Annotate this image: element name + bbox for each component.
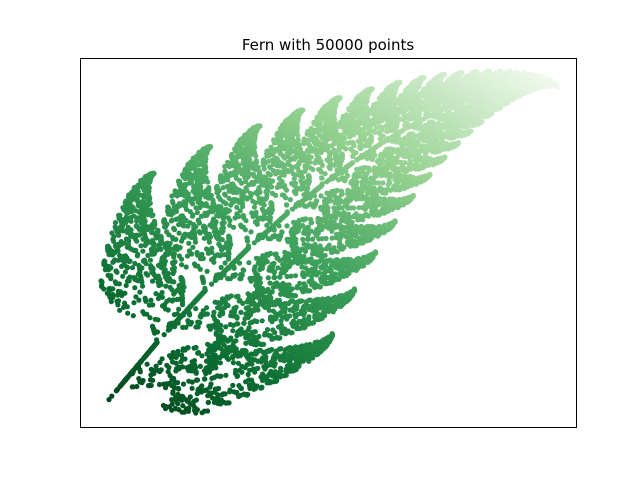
fern-point (140, 249, 145, 254)
fern-point (134, 224, 139, 229)
fern-point (132, 285, 137, 290)
fern-point (179, 262, 184, 267)
fern-point (130, 384, 135, 389)
fern-point (234, 176, 239, 181)
fern-point (277, 176, 282, 181)
fern-point (169, 193, 174, 198)
fern-point (116, 289, 121, 294)
fern-point (109, 230, 114, 235)
fern-point (186, 345, 191, 350)
fern-point (227, 218, 232, 223)
fern-point (227, 223, 232, 228)
fern-point (231, 360, 236, 365)
fern-point (174, 355, 179, 360)
fern-point (150, 302, 155, 307)
fern-point (270, 191, 275, 196)
fern-point (260, 318, 265, 323)
fern-point (347, 134, 352, 139)
fern-point (117, 281, 122, 286)
fern-point (184, 207, 189, 212)
fern-point (173, 237, 178, 242)
fern-point (149, 383, 154, 388)
fern-point (314, 153, 319, 158)
fern-point (268, 172, 273, 177)
fern-point (113, 224, 118, 229)
fern-point (204, 365, 209, 370)
fern-point (171, 246, 176, 251)
fern-point (223, 201, 228, 206)
fern-point (193, 263, 198, 268)
fern-point (134, 384, 139, 389)
fern-point (250, 330, 255, 335)
fern-point (293, 273, 298, 278)
fern-point (184, 264, 189, 269)
fern-point (124, 283, 129, 288)
fern-point (335, 188, 340, 193)
fern-point (303, 216, 308, 221)
fern-point (169, 218, 174, 223)
fern-point (181, 348, 186, 353)
fern-point (308, 165, 313, 170)
fern-point (234, 205, 239, 210)
fern-point (218, 301, 223, 306)
fern-point (227, 400, 232, 405)
fern-point (179, 257, 184, 262)
fern-point (186, 241, 191, 246)
fern-point (160, 290, 165, 295)
fern-point (150, 279, 155, 284)
fern-point (153, 291, 158, 296)
fern-point (164, 229, 169, 234)
fern-point (299, 264, 304, 269)
fern-point (125, 304, 130, 309)
chart-title: Fern with 50000 points (242, 36, 415, 54)
fern-point (214, 386, 219, 391)
fern-point (123, 269, 128, 274)
fern-point (165, 275, 170, 280)
fern-point (202, 236, 207, 241)
fern-point (125, 311, 130, 316)
fern-point (219, 265, 224, 270)
fern-point (261, 342, 266, 347)
fern-point (131, 313, 136, 318)
fern-point (137, 290, 142, 295)
fern-point (172, 312, 177, 317)
fern-point (175, 297, 180, 302)
fern-point (229, 293, 234, 298)
fern-point (268, 251, 273, 256)
fern-point (223, 373, 228, 378)
fern-point (142, 311, 147, 316)
fern-point (195, 210, 200, 215)
fern-point (108, 273, 113, 278)
fern-point (193, 306, 198, 311)
fern-point (145, 362, 150, 367)
